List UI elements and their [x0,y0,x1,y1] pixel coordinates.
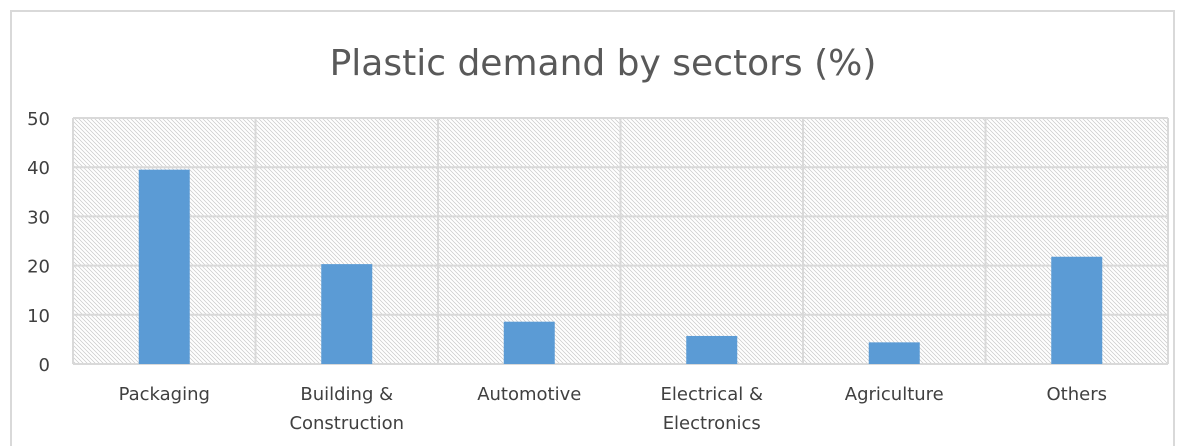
y-tick-label: 30 [27,207,50,228]
bars [138,169,1103,364]
y-axis-ticks: 0 10 20 30 40 50 [27,109,50,376]
y-tick-label: 10 [27,306,50,327]
y-tick-label: 50 [27,109,50,130]
y-tick-label: 20 [27,257,50,278]
x-tick-label: Electrical & Electronics [661,384,764,434]
y-tick-label: 40 [27,158,50,179]
x-tick-label: Agriculture [845,384,944,405]
x-axis-labels: Packaging Building & Construction Automotiv… [119,384,1107,434]
x-tick-label: Building & Construction [289,384,404,434]
y-tick-label: 0 [39,355,50,376]
x-tick-label: Automotive [477,384,581,405]
gridlines [72,117,1169,365]
bar [503,321,555,364]
x-tick-label: Others [1047,384,1108,405]
bar [1051,256,1103,364]
bar [138,169,190,364]
chart-title: Plastic demand by sectors (%) [330,43,877,84]
bar [321,264,373,364]
bar [868,342,920,364]
bar [686,335,738,364]
x-tick-label: Packaging [119,384,210,405]
